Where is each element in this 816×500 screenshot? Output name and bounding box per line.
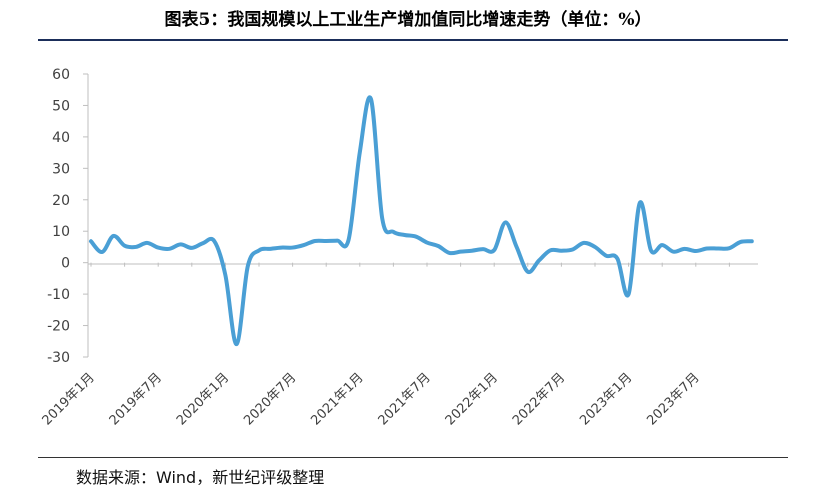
x-tick-label: 2019年1月 [40, 370, 98, 428]
x-tick-label: 2020年7月 [241, 370, 299, 428]
x-tick-label: 2023年1月 [577, 370, 635, 428]
x-tick-label: 2021年1月 [308, 370, 366, 428]
x-tick-label: 2020年1月 [174, 370, 232, 428]
bottom-rule [38, 457, 788, 458]
y-tick-label: 50 [52, 98, 70, 114]
x-tick-label: 2023年7月 [644, 370, 702, 428]
y-tick-label: 40 [52, 130, 70, 146]
y-tick-label: -10 [47, 287, 70, 303]
title-rule [38, 39, 788, 41]
y-tick-label: 60 [52, 67, 70, 83]
y-tick-label: -20 [47, 319, 70, 335]
x-tick-label: 2022年1月 [443, 370, 501, 428]
y-tick-label: 30 [52, 161, 70, 177]
y-tick-label: -30 [47, 350, 70, 366]
y-tick-label: 10 [52, 224, 70, 240]
x-tick-label: 2021年7月 [376, 370, 434, 428]
chart-title: 图表5：我国规模以上工业生产增加值同比增速走势（单位：%） [164, 10, 652, 30]
x-tick-label: 2022年7月 [510, 370, 568, 428]
source-note: 数据来源：Wind，新世纪评级整理 [76, 468, 325, 487]
y-tick-label: 20 [52, 193, 70, 209]
y-tick-label: 0 [61, 256, 70, 272]
x-tick-label: 2019年7月 [107, 370, 165, 428]
y-ticks: 60 50 40 30 20 10 0 -10 -20 -30 [47, 67, 88, 366]
series-line [89, 95, 754, 347]
